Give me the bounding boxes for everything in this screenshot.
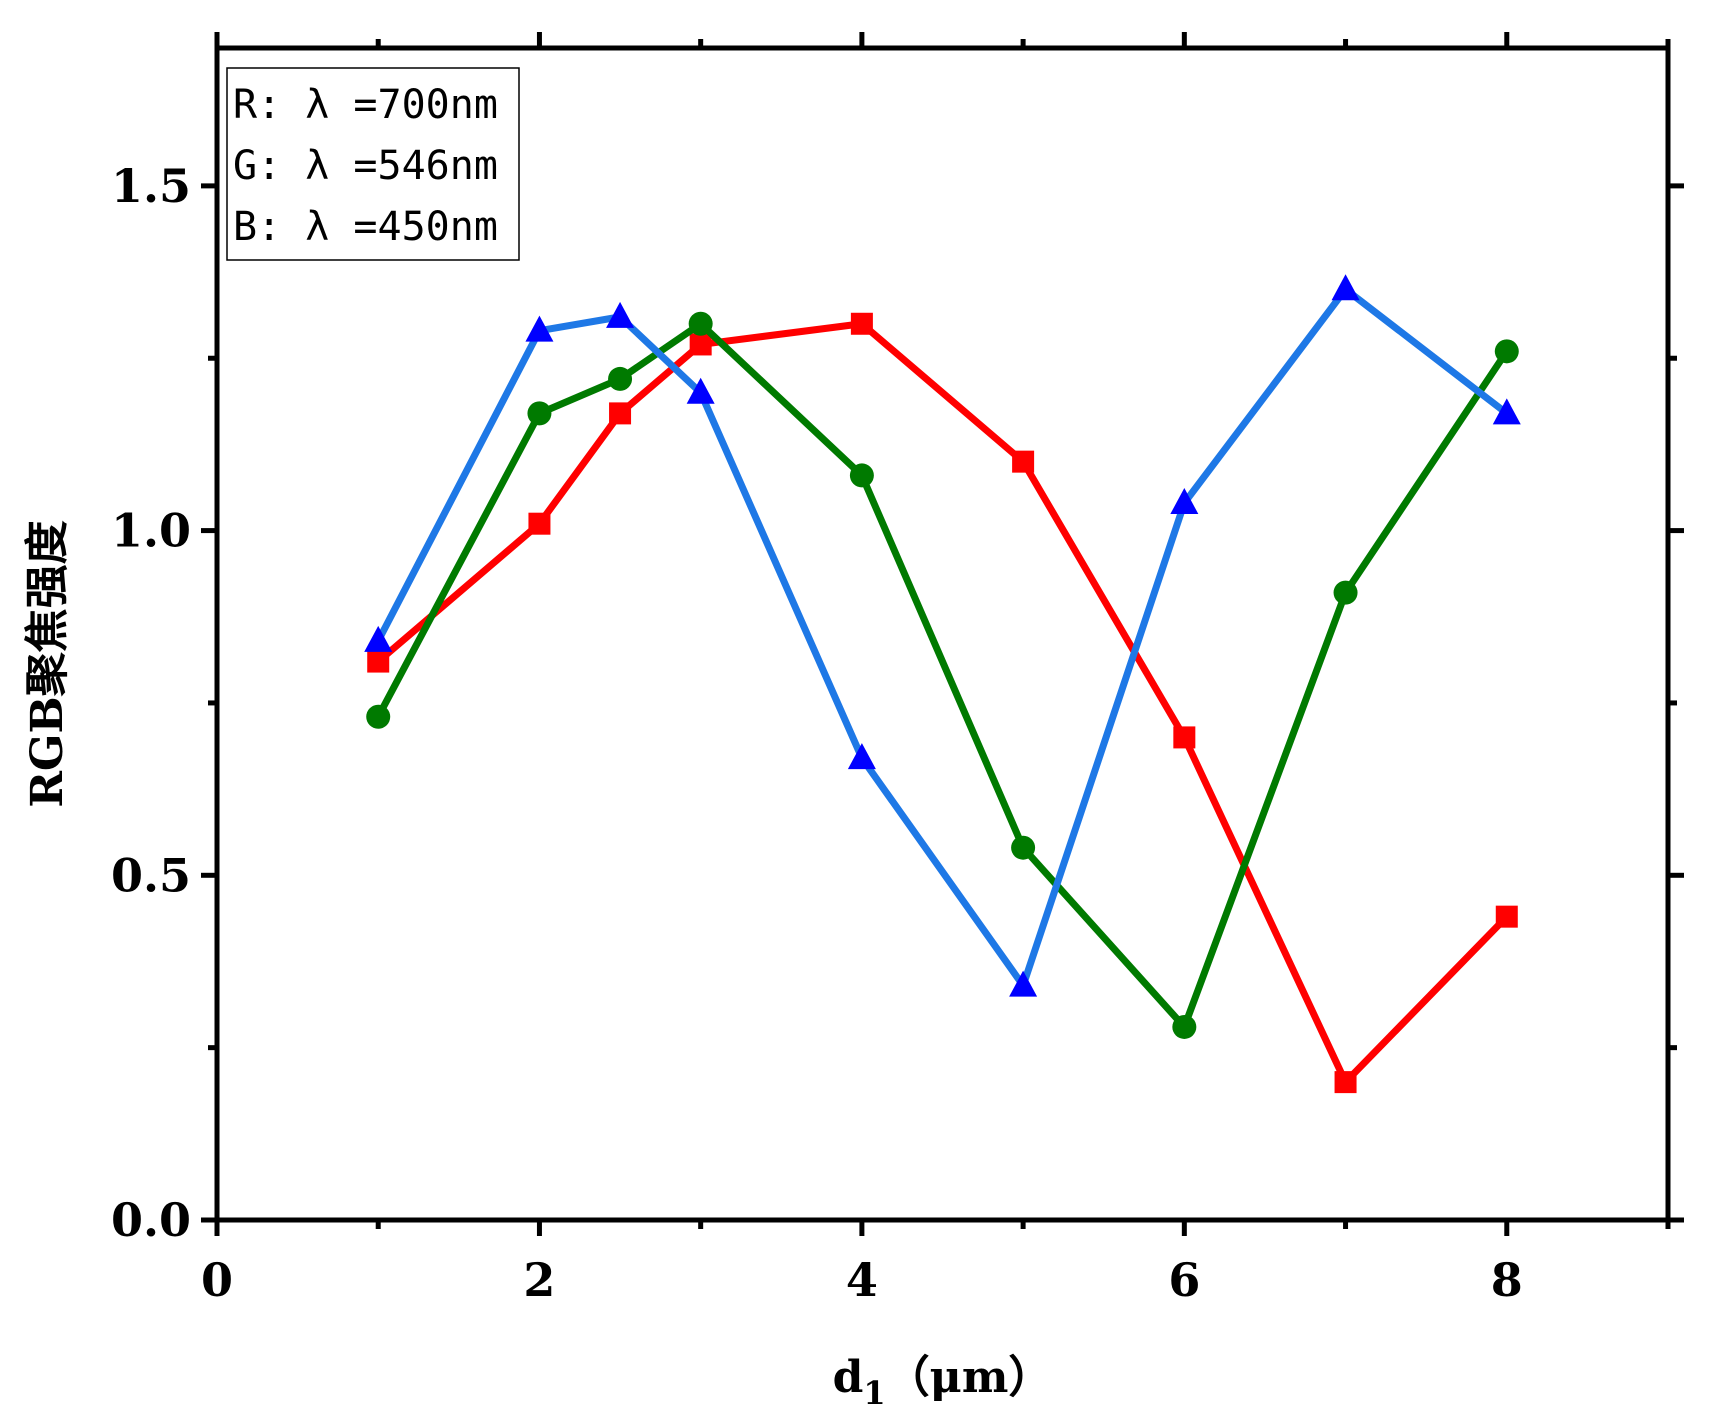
- x-tick-label: 2: [523, 1253, 555, 1307]
- plot-border: [214, 45, 1671, 1223]
- data-point-B: [606, 301, 635, 328]
- ticks-layer: 0 2 4 6 8 0.0 0.5 1.0 1.5: [111, 32, 1684, 1307]
- y-tick-label: 0.0: [111, 1193, 191, 1247]
- data-point-R: [609, 402, 632, 425]
- x-axis-title-subscript: 1: [863, 1374, 885, 1412]
- data-point-R: [1334, 1071, 1357, 1094]
- data-point-R: [1173, 726, 1196, 749]
- x-tick-label: 4: [846, 1253, 878, 1307]
- series-R: [367, 312, 1518, 1094]
- data-point-G: [688, 311, 713, 336]
- series-B: [364, 274, 1521, 997]
- x-axis-title-main: d: [833, 1352, 864, 1403]
- data-point-G: [608, 366, 633, 391]
- data-point-B: [1009, 970, 1038, 997]
- data-point-R: [528, 512, 551, 535]
- legend-entry: G: λ =546nm: [233, 143, 498, 189]
- data-point-G: [1011, 835, 1036, 860]
- data-point-R: [1012, 450, 1035, 473]
- series-line-R: [375, 320, 1510, 1086]
- x-tick-label: 6: [1168, 1253, 1200, 1307]
- data-point-G: [1333, 580, 1358, 605]
- y-axis-title: RGB聚焦强度: [22, 520, 73, 807]
- data-point-G: [849, 463, 874, 488]
- axis-labels: d1（μm） RGB聚焦强度: [22, 520, 1052, 1412]
- data-point-G: [366, 704, 391, 729]
- data-point-R: [1495, 905, 1518, 928]
- data-point-B: [1170, 488, 1199, 515]
- legend-entry: R: λ =700nm: [233, 82, 498, 128]
- x-tick-label: 8: [1491, 1253, 1523, 1307]
- data-point-R: [367, 650, 390, 673]
- data-point-G: [527, 401, 552, 426]
- data-point-B: [1331, 274, 1360, 301]
- plot-frame: [214, 45, 1671, 1223]
- x-tick-label: 0: [201, 1253, 233, 1307]
- x-axis-title: d1（μm）: [833, 1352, 1053, 1412]
- legend-box: [226, 67, 520, 261]
- data-point-B: [364, 625, 393, 652]
- data-point-R: [689, 333, 712, 356]
- data-point-R: [850, 312, 873, 335]
- data-point-G: [1172, 1014, 1197, 1039]
- series-layer: [364, 274, 1521, 1094]
- data-point-B: [847, 743, 876, 770]
- legend: R: λ =700nm G: λ =546nm B: λ =450nm: [226, 67, 520, 261]
- x-axis-title-unit: （μm）: [886, 1352, 1053, 1403]
- data-point-G: [1494, 339, 1519, 364]
- legend-entry: B: λ =450nm: [233, 204, 498, 250]
- data-point-B: [686, 377, 715, 404]
- series-line-G: [375, 320, 1510, 1031]
- data-point-B: [525, 315, 554, 342]
- series-G: [366, 311, 1519, 1039]
- data-point-B: [1492, 398, 1521, 425]
- y-tick-label: 0.5: [111, 848, 191, 902]
- y-tick-label: 1.0: [111, 504, 191, 558]
- y-tick-label: 1.5: [111, 159, 191, 213]
